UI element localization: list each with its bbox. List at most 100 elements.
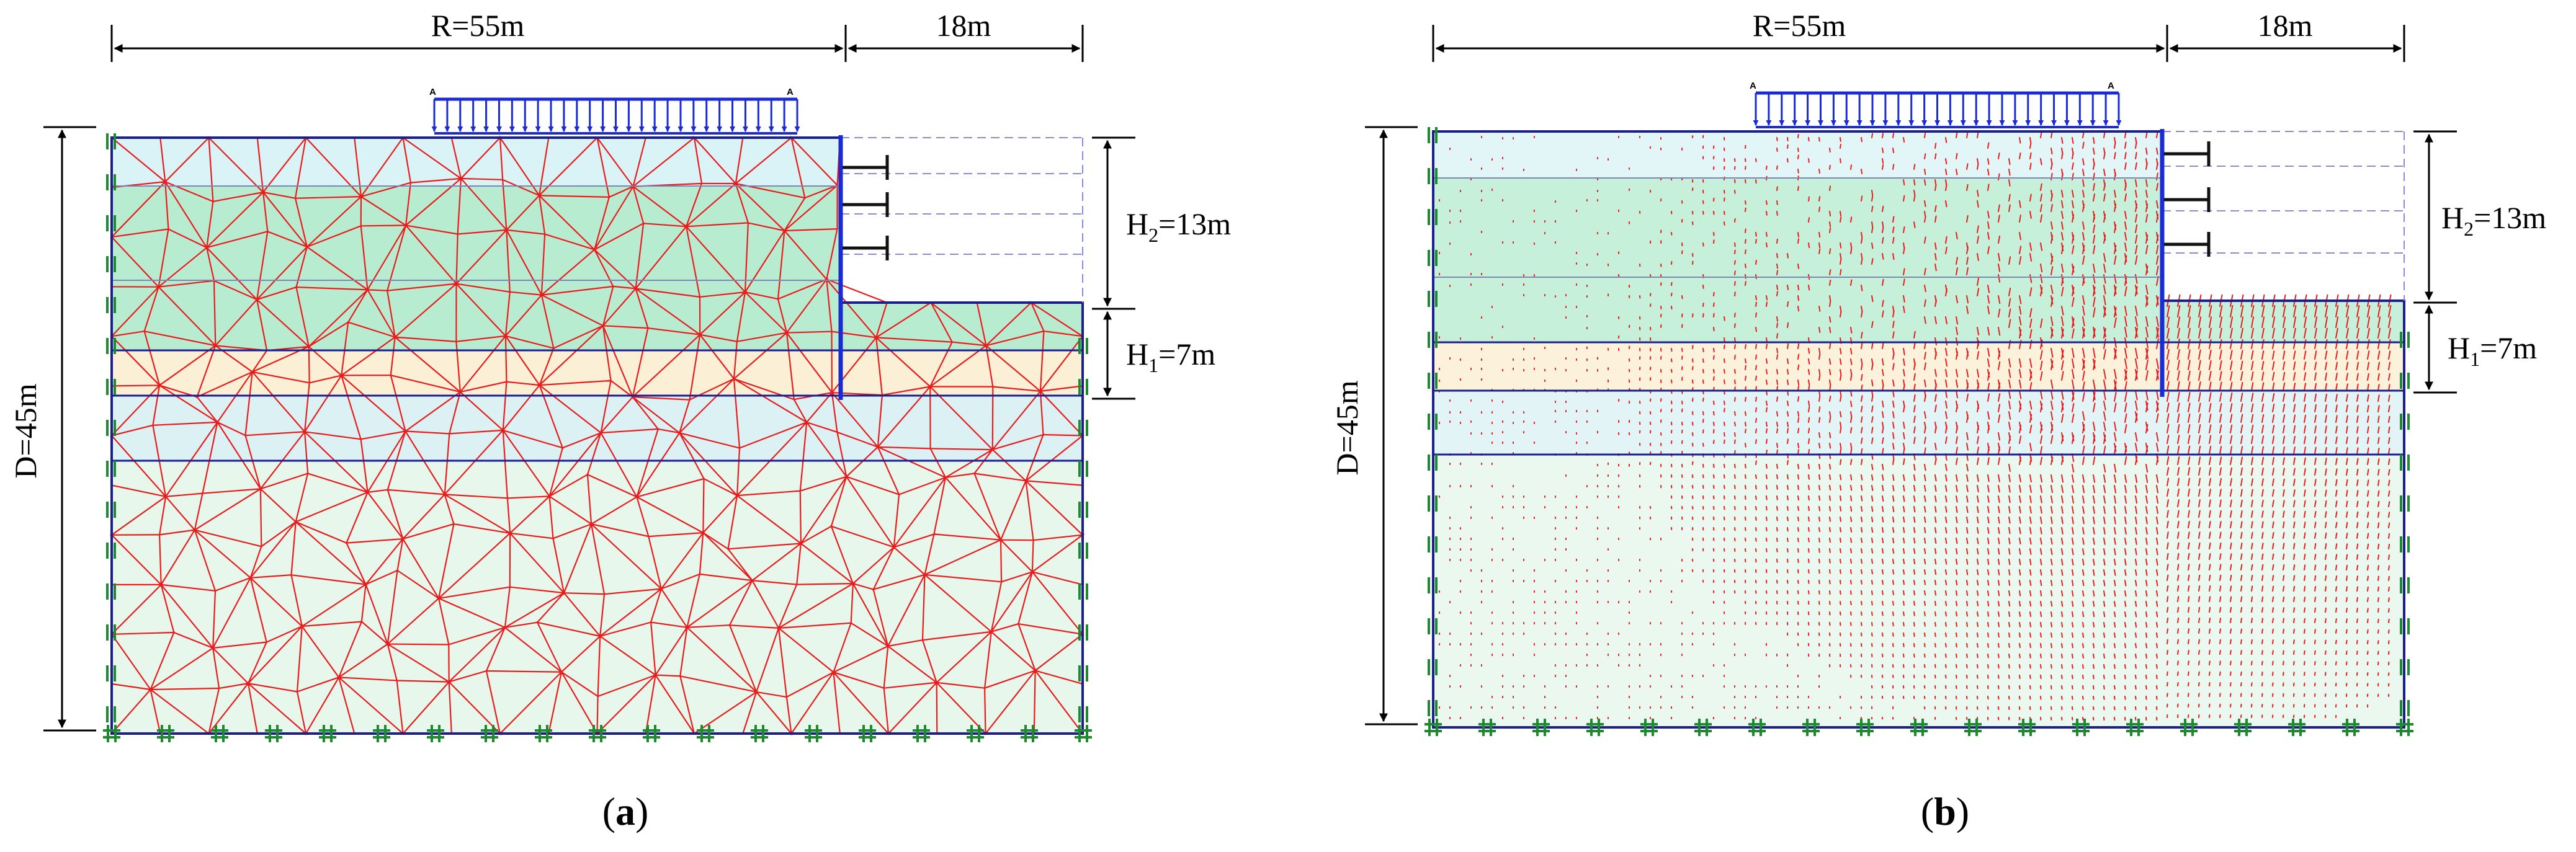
fixity-symbol bbox=[106, 543, 116, 559]
fixity-symbol bbox=[481, 725, 498, 742]
fixity-symbol bbox=[1428, 332, 1438, 348]
fixity-symbol bbox=[1428, 127, 1438, 143]
fixity-symbol bbox=[2126, 719, 2144, 736]
boundary-fixities bbox=[1424, 127, 2413, 736]
load-label-left: A bbox=[429, 87, 436, 97]
layer-clay-fill bbox=[112, 396, 1083, 461]
fixity-symbol bbox=[805, 725, 822, 742]
fixity-symbol bbox=[1478, 719, 1496, 736]
fixity-symbol bbox=[373, 725, 390, 742]
mesh-elements bbox=[109, 135, 1085, 736]
fixity-symbol bbox=[1586, 719, 1604, 736]
finite-element-mesh bbox=[109, 135, 1085, 736]
fixity-symbol bbox=[106, 502, 116, 518]
anchors bbox=[843, 155, 889, 260]
fixity-symbol bbox=[106, 584, 116, 600]
fixity-symbol bbox=[103, 725, 120, 742]
fixity-symbol bbox=[157, 725, 174, 742]
layer-clay-fill bbox=[1433, 391, 2404, 455]
fixity-symbol bbox=[1078, 420, 1088, 436]
fixity-symbol bbox=[1078, 624, 1088, 641]
load-label-left: A bbox=[1750, 81, 1756, 91]
fixity-symbol bbox=[106, 665, 116, 681]
fixity-symbol bbox=[2400, 414, 2410, 430]
fixity-symbol bbox=[1078, 502, 1088, 518]
fixity-symbol bbox=[1428, 536, 1438, 552]
fixity-symbol bbox=[106, 706, 116, 722]
fixity-symbol bbox=[106, 133, 116, 149]
fixity-symbol bbox=[1964, 719, 1982, 736]
layer-bottom-fill bbox=[1433, 455, 2404, 727]
fixity-symbol bbox=[1075, 725, 1092, 742]
fixity-symbol bbox=[2400, 536, 2410, 552]
fixity-symbol bbox=[1428, 618, 1438, 634]
fixity-symbol bbox=[1078, 338, 1088, 354]
dim-h1-label: H1=7m bbox=[1126, 337, 1215, 376]
fixity-symbol bbox=[2072, 719, 2090, 736]
fixity-symbol bbox=[1428, 250, 1438, 266]
fixity-symbol bbox=[2288, 719, 2305, 736]
fixity-symbol bbox=[967, 725, 984, 742]
fixity-symbol bbox=[1428, 168, 1438, 184]
fixity-symbol bbox=[1428, 414, 1438, 430]
dimension-lines bbox=[43, 25, 1135, 732]
surcharge-load bbox=[1753, 91, 2122, 128]
fixity-symbol bbox=[2396, 719, 2413, 736]
layer-sand-fill bbox=[1433, 342, 2404, 391]
fixity-symbol bbox=[2400, 332, 2410, 348]
fixity-symbol bbox=[1428, 455, 1438, 471]
fixity-symbol bbox=[427, 725, 444, 742]
layer-green-fill bbox=[1433, 178, 2162, 342]
fixity-symbol bbox=[1856, 719, 1874, 736]
anchors bbox=[2164, 141, 2211, 257]
dim-d-label: D=45m bbox=[8, 383, 43, 478]
dim-h1-label: H1=7m bbox=[2448, 331, 2537, 370]
dim-18-label: 18m bbox=[936, 8, 991, 43]
fixity-symbol bbox=[106, 461, 116, 477]
fixity-symbol bbox=[2234, 719, 2252, 736]
fixity-symbol bbox=[106, 420, 116, 436]
anchor bbox=[843, 155, 889, 180]
anchor bbox=[843, 192, 889, 217]
fixity-symbol bbox=[1078, 543, 1088, 559]
surcharge-load bbox=[431, 97, 800, 135]
fixity-symbol bbox=[265, 725, 282, 742]
fixity-symbol bbox=[697, 725, 714, 742]
fixity-symbol bbox=[106, 624, 116, 641]
soil-layers bbox=[1433, 131, 2404, 727]
fixity-symbol bbox=[1078, 461, 1088, 477]
fixity-symbol bbox=[1078, 584, 1088, 600]
boundary-fixities bbox=[103, 133, 1092, 742]
panel-caption: (b) bbox=[1921, 789, 1969, 833]
dimension-lines bbox=[1365, 25, 2457, 726]
panel-b-displacement: A A R=55m 18m D=45m H2=13m H1=7m (b) bbox=[1330, 8, 2546, 833]
load-label-right: A bbox=[2108, 81, 2114, 91]
fixity-symbol bbox=[1428, 209, 1438, 225]
fixity-symbol bbox=[106, 338, 116, 354]
fixity-symbol bbox=[535, 725, 552, 742]
fixity-symbol bbox=[106, 379, 116, 395]
fixity-symbol bbox=[1078, 706, 1088, 722]
fixity-symbol bbox=[2342, 719, 2359, 736]
fixity-symbol bbox=[1910, 719, 1928, 736]
excavated-zone-outline bbox=[2162, 131, 2405, 301]
anchor bbox=[843, 236, 889, 260]
fixity-symbol bbox=[211, 725, 228, 742]
dim-18-label: 18m bbox=[2258, 8, 2313, 43]
fixity-symbol bbox=[1428, 700, 1438, 716]
fixity-symbol bbox=[2180, 719, 2198, 736]
fixity-symbol bbox=[106, 215, 116, 231]
fixity-symbol bbox=[1694, 719, 1712, 736]
dim-h2-label: H2=13m bbox=[1126, 206, 1231, 246]
layer-green-fill bbox=[112, 186, 841, 350]
anchor bbox=[2164, 187, 2211, 212]
anchor bbox=[2164, 232, 2211, 257]
fixity-symbol bbox=[2400, 700, 2410, 716]
fixity-symbol bbox=[2400, 455, 2410, 471]
fixity-symbol bbox=[106, 297, 116, 313]
load-label-right: A bbox=[787, 87, 794, 97]
fixity-symbol bbox=[1428, 577, 1438, 593]
fixity-symbol bbox=[2400, 659, 2410, 675]
fixity-symbol bbox=[589, 725, 606, 742]
fixity-symbol bbox=[1640, 719, 1658, 736]
